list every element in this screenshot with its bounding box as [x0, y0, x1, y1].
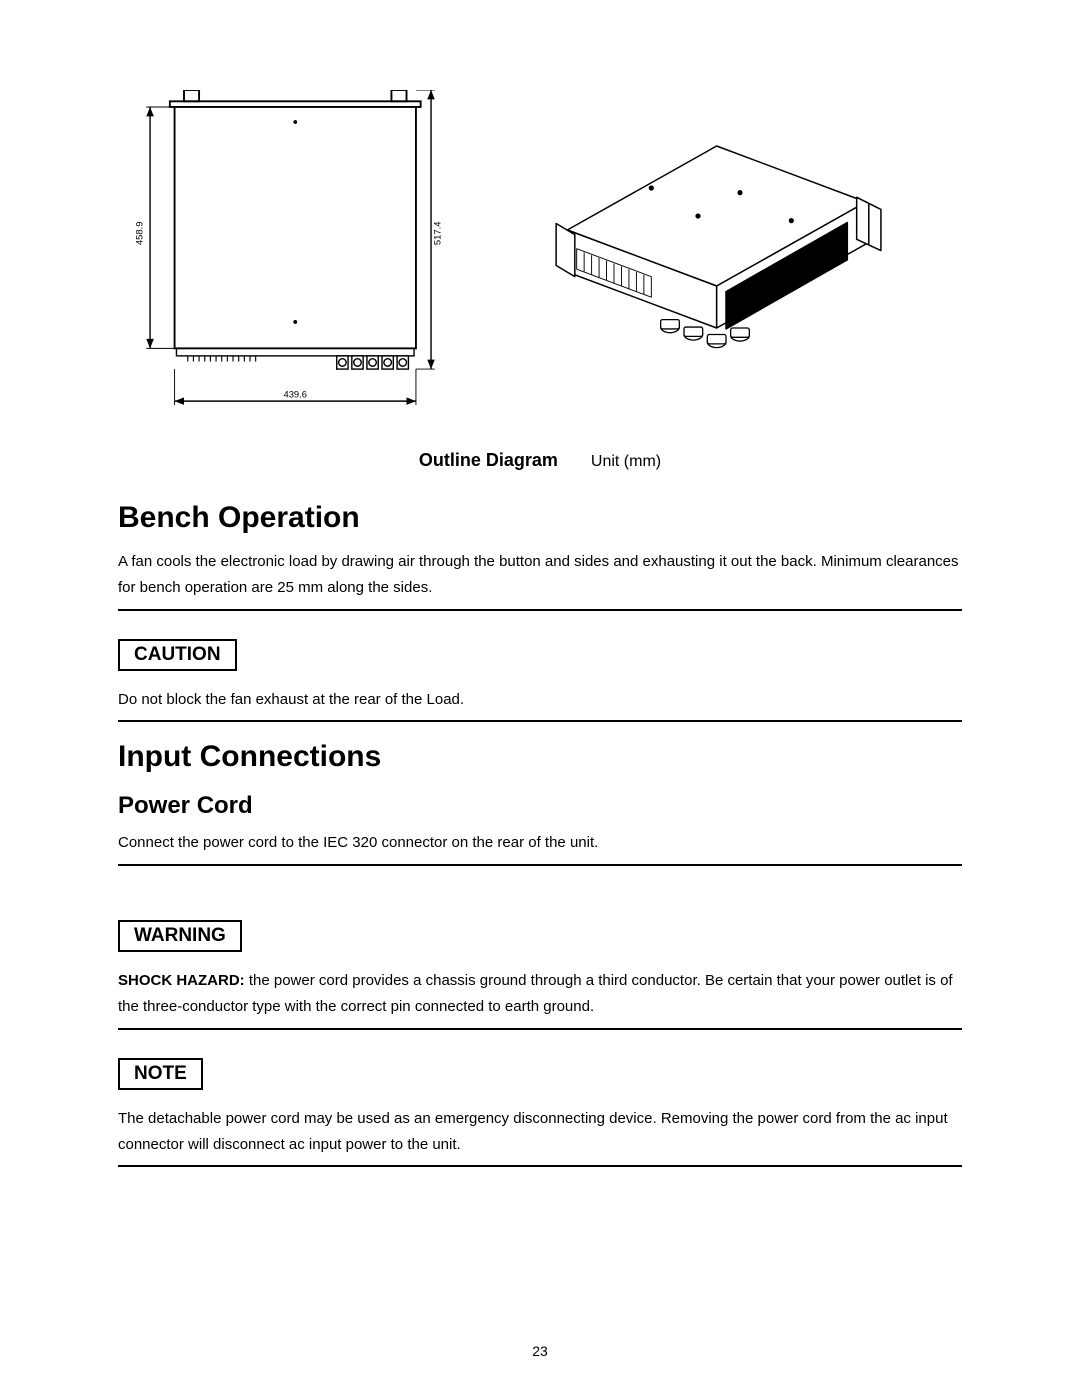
dim-height-outer-label: 517.4 [431, 222, 442, 246]
page-number: 23 [0, 1343, 1080, 1359]
heading-bench-operation: Bench Operation [118, 501, 962, 535]
figure-caption: Outline Diagram Unit (mm) [118, 450, 962, 471]
shock-hazard-label: SHOCK HAZARD: [118, 972, 245, 989]
power-cord-body: Connect the power cord to the IEC 320 co… [118, 830, 962, 856]
caption-title: Outline Diagram [419, 450, 558, 470]
divider [118, 609, 962, 611]
note-tag: NOTE [118, 1058, 203, 1090]
shock-hazard-body: SHOCK HAZARD: the power cord provides a … [118, 968, 962, 1020]
heading-input-connections: Input Connections [118, 740, 962, 774]
page: 458.9 517.4 439.6 [0, 0, 1080, 1397]
divider [118, 1165, 962, 1167]
caution-tag: CAUTION [118, 639, 237, 671]
caption-unit: Unit (mm) [591, 453, 661, 470]
dim-height-inner-label: 458.9 [134, 222, 145, 246]
top-view-diagram: 458.9 517.4 439.6 [118, 90, 448, 420]
heading-power-cord: Power Cord [118, 792, 962, 820]
figure-row: 458.9 517.4 439.6 [118, 90, 962, 420]
note-body: The detachable power cord may be used as… [118, 1106, 962, 1158]
warning-tag: WARNING [118, 920, 242, 952]
bench-body: A fan cools the electronic load by drawi… [118, 549, 962, 601]
divider [118, 720, 962, 722]
isometric-diagram [508, 90, 888, 370]
divider [118, 864, 962, 866]
dim-width-label: 439.6 [283, 388, 307, 399]
divider [118, 1028, 962, 1030]
caution-body: Do not block the fan exhaust at the rear… [118, 687, 962, 713]
